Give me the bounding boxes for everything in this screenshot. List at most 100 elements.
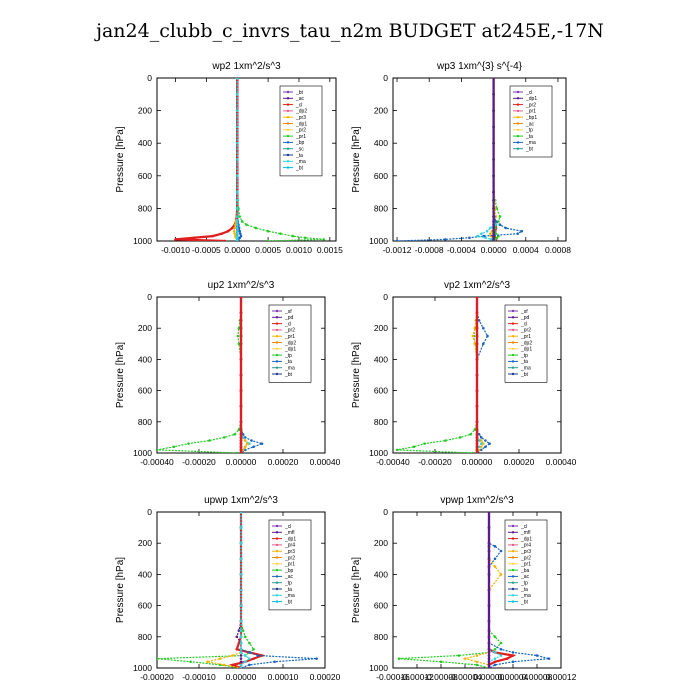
legend-entry: _dp1	[525, 96, 537, 102]
data-point	[484, 445, 487, 449]
data-point	[505, 657, 509, 660]
chart-title: vpwp 1xm^2/s^3	[440, 495, 514, 506]
data-point	[273, 660, 276, 664]
y-tick-label: 200	[138, 106, 152, 116]
legend-entry: _pr2	[520, 555, 531, 561]
data-point	[231, 226, 234, 230]
legend-marker	[286, 147, 290, 150]
legend-marker	[516, 134, 520, 138]
data-point	[235, 229, 239, 233]
legend-entry: _dp1	[284, 347, 296, 353]
data-point	[480, 232, 483, 235]
data-point	[238, 215, 242, 218]
plot-frame	[156, 77, 337, 242]
legend-marker	[511, 575, 515, 578]
legend-entry: _pr1	[284, 334, 295, 340]
data-point	[233, 226, 237, 230]
figure-title: jan24_clubb_c_invrs_tau_n2m BUDGET at245…	[96, 20, 604, 42]
data-point	[239, 641, 243, 645]
chart-title: upwp 1xm^2/s^3	[204, 495, 278, 506]
legend-entry: _pr1	[525, 109, 536, 115]
data-point	[235, 93, 239, 96]
data-point	[157, 657, 159, 660]
series-line	[396, 78, 524, 241]
data-point	[458, 436, 462, 439]
chart-title: wp3 1xm^{3} s^{-4}	[436, 61, 523, 72]
data-point	[237, 641, 241, 645]
data-point	[246, 442, 249, 445]
legend-marker	[286, 116, 290, 119]
chart-panel: up2 1xm^2/s^3 Pressure [hPa] 0 200 400 600 800…	[115, 280, 341, 467]
data-point	[239, 439, 243, 442]
data-point	[239, 557, 243, 561]
data-point	[487, 641, 491, 645]
data-point	[482, 326, 485, 330]
y-tick-label: 0	[147, 292, 152, 302]
legend-entry: _ma	[525, 140, 536, 146]
x-tick-label: -0.0005	[192, 245, 221, 255]
data-point	[498, 215, 502, 218]
y-tick-label: 1000	[133, 236, 152, 246]
legend-entry: _ma	[284, 366, 295, 372]
y-tick-label: 600	[138, 601, 152, 611]
data-point	[187, 442, 190, 445]
legend-entry: _dp2	[520, 340, 532, 346]
data-point	[232, 229, 236, 233]
data-point	[535, 654, 539, 657]
legend-marker	[511, 562, 515, 565]
series-group	[397, 512, 551, 668]
x-tick-label: -0.00020	[182, 457, 216, 467]
data-point	[239, 448, 243, 452]
data-point	[492, 125, 495, 129]
legend-marker	[275, 587, 279, 591]
data-point	[243, 448, 247, 452]
legend-entry: _pr3	[284, 549, 295, 555]
data-point	[492, 174, 495, 178]
legend-marker	[511, 372, 515, 376]
x-tick-label: 0.00020	[268, 457, 299, 467]
data-point	[239, 451, 243, 453]
y-tick-label: 800	[138, 203, 152, 213]
x-tick-label: 0.00010	[268, 672, 299, 682]
plot-frame	[392, 77, 567, 242]
x-tick-label: -0.00020	[140, 672, 174, 682]
legend-marker	[286, 166, 290, 169]
legend-entry: _ac	[525, 121, 535, 127]
series-line	[397, 297, 478, 453]
data-point	[487, 660, 491, 664]
data-point	[291, 234, 295, 238]
x-tick-label: 0.00040	[310, 457, 341, 467]
y-tick-label: 1000	[133, 663, 152, 673]
legend-entry: _dp2	[295, 109, 307, 115]
series-line	[398, 512, 502, 668]
data-point	[279, 232, 282, 235]
y-tick-label: 600	[374, 386, 388, 396]
y-tick-label: 200	[138, 323, 152, 333]
data-point	[493, 663, 497, 667]
data-point	[475, 660, 479, 664]
data-point	[243, 660, 247, 664]
legend-entry: _cl	[520, 524, 527, 530]
series-line	[157, 512, 255, 668]
data-point	[235, 647, 239, 651]
data-point	[495, 236, 499, 240]
y-tick-label: 0	[383, 507, 388, 517]
data-point	[494, 232, 498, 235]
data-point	[475, 373, 479, 377]
data-point	[256, 654, 260, 657]
legend-entry: _cl	[525, 90, 532, 96]
y-tick-label: 800	[138, 632, 152, 642]
legend-entry: _sf	[520, 309, 528, 315]
x-tick-label: -0.0004	[447, 245, 476, 255]
chart-panel: wp2 1xm^2/s^3 Pressure [hPa] 0 200 400 600 800…	[115, 61, 343, 255]
legend-entry: _pr3	[295, 115, 306, 121]
data-point	[479, 448, 483, 452]
data-point	[248, 663, 251, 667]
data-point	[239, 663, 243, 667]
legend-entry: _pr4	[520, 543, 531, 549]
data-point	[489, 232, 492, 235]
legend-marker	[275, 316, 279, 319]
x-tick-label: 0.0005	[255, 245, 281, 255]
legend-entry: _cl	[295, 102, 302, 108]
data-point	[492, 226, 495, 230]
